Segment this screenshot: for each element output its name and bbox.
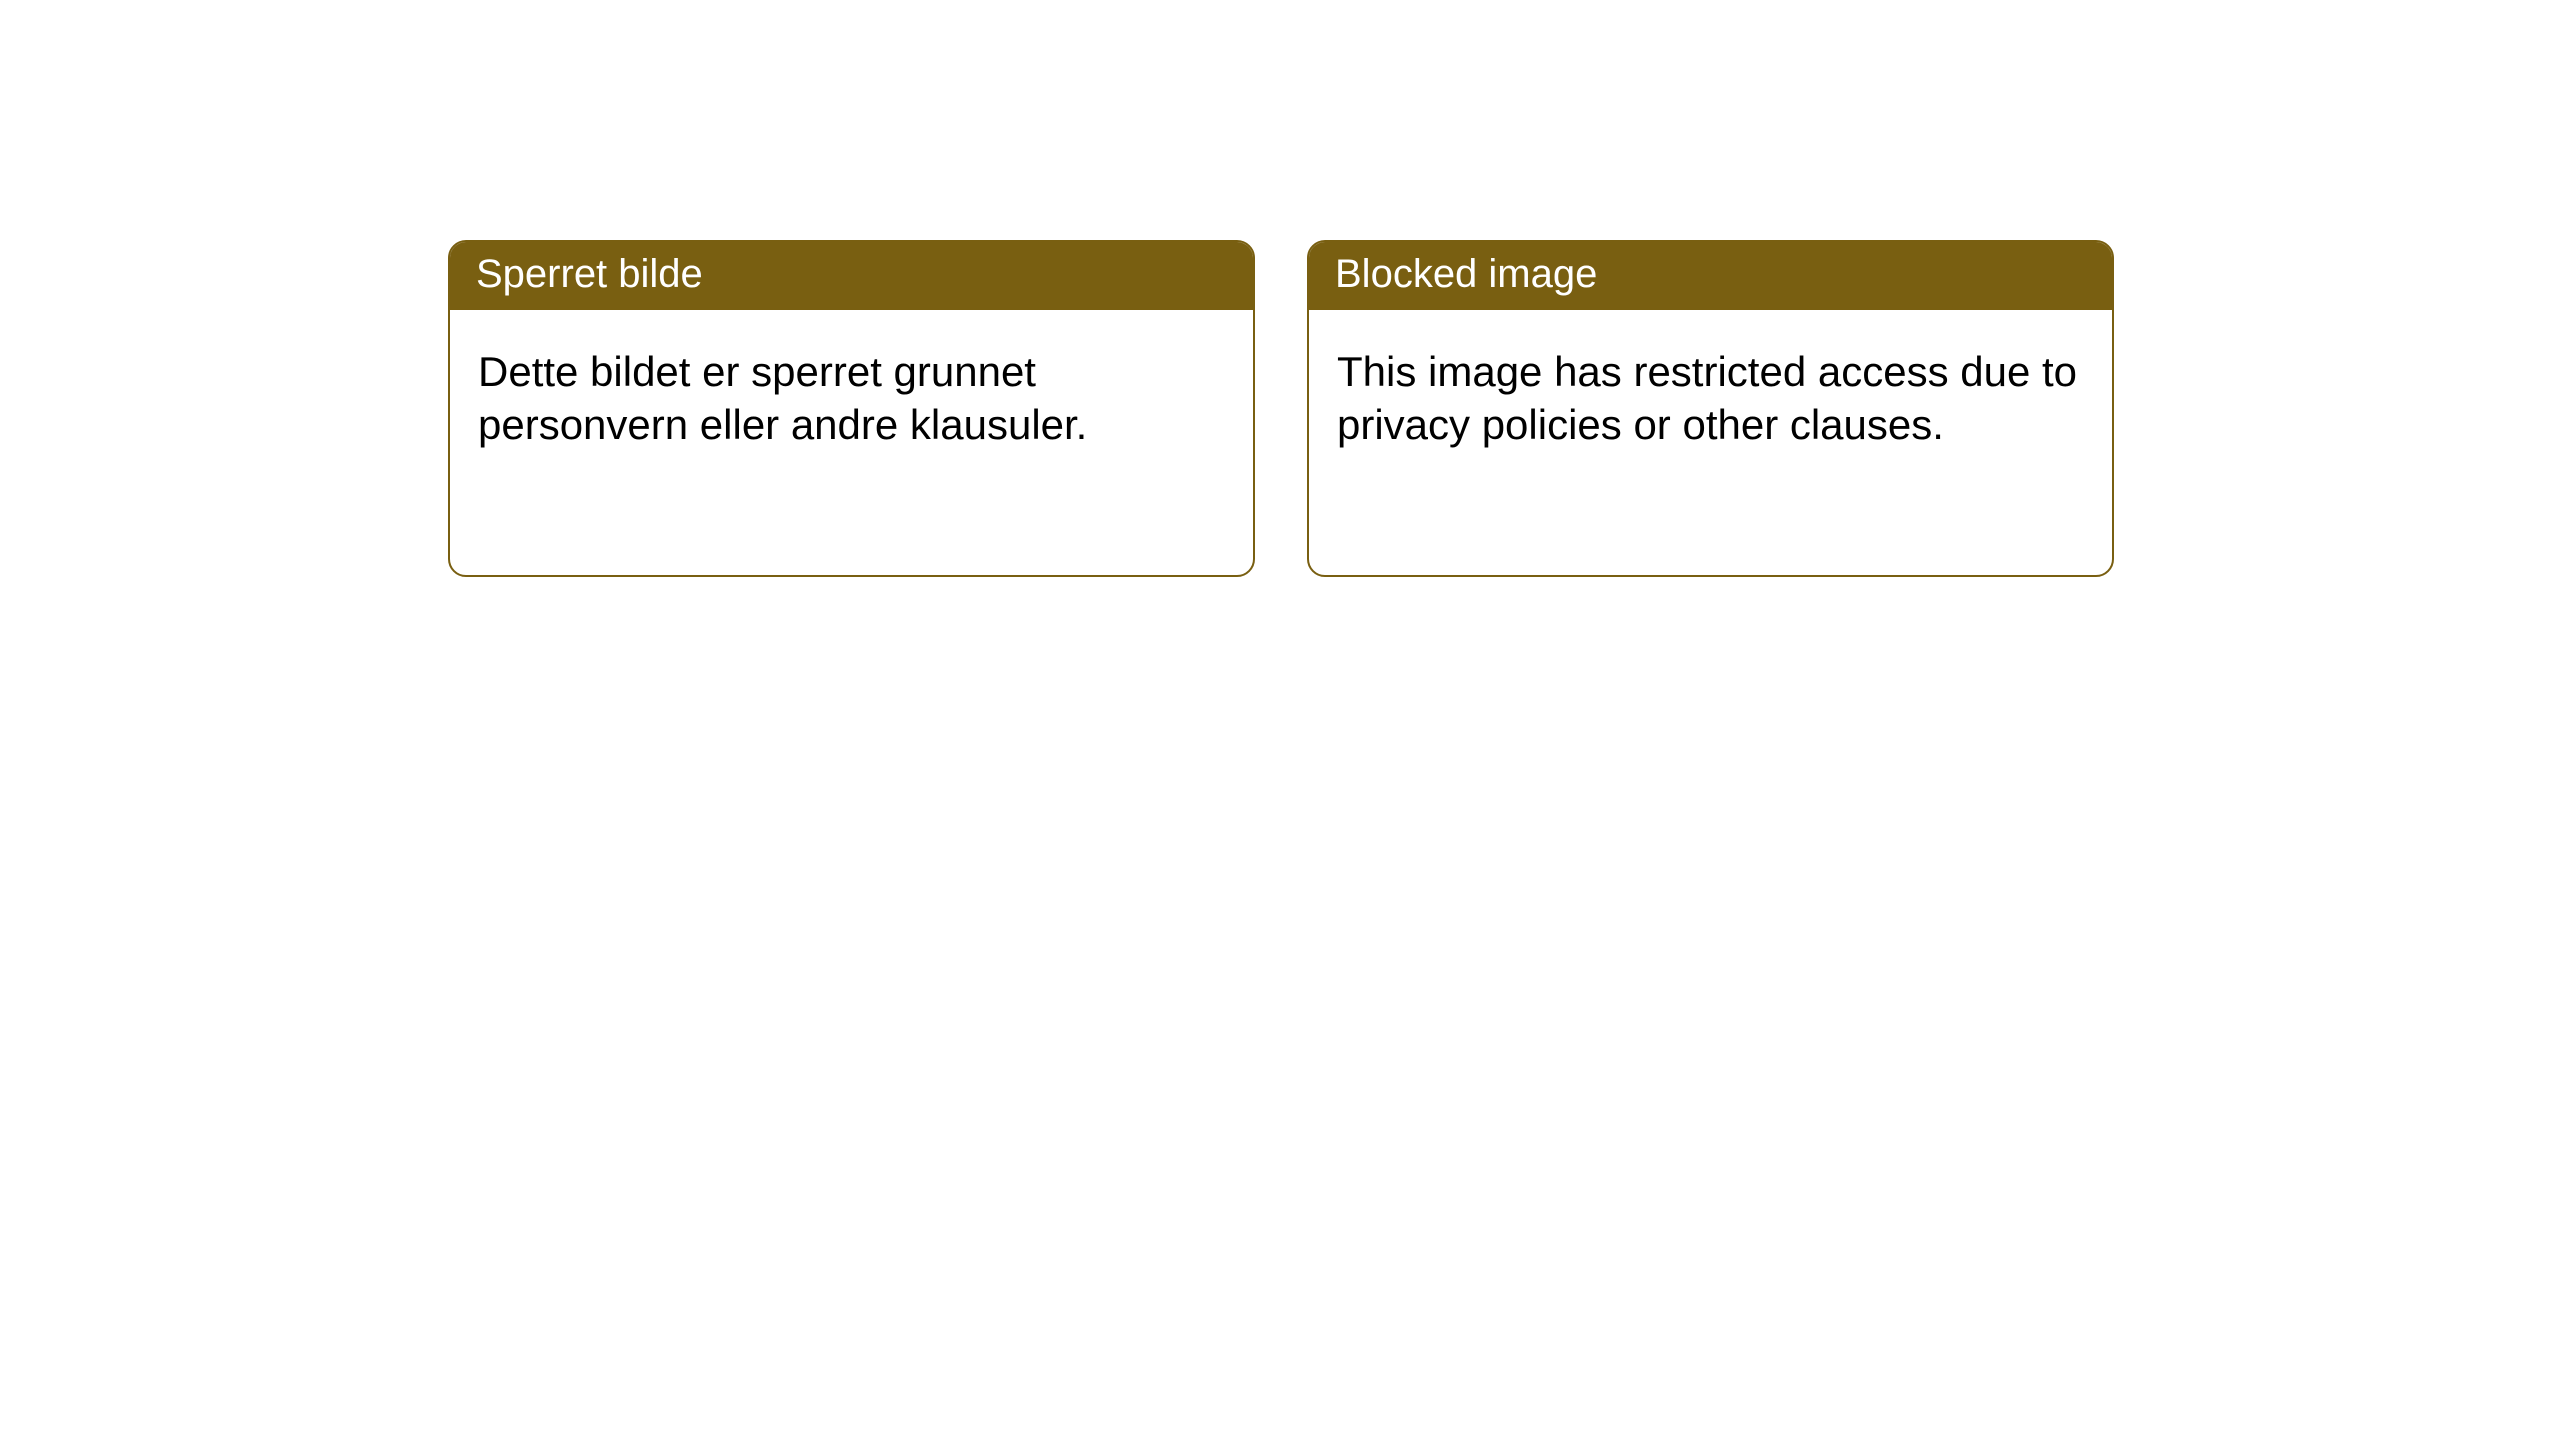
notice-card-body: This image has restricted access due to … bbox=[1309, 310, 2112, 487]
notice-card-title: Blocked image bbox=[1309, 242, 2112, 310]
notice-card-body: Dette bildet er sperret grunnet personve… bbox=[450, 310, 1253, 487]
notice-cards-container: Sperret bilde Dette bildet er sperret gr… bbox=[0, 0, 2560, 577]
notice-card-title: Sperret bilde bbox=[450, 242, 1253, 310]
notice-card-english: Blocked image This image has restricted … bbox=[1307, 240, 2114, 577]
notice-card-norwegian: Sperret bilde Dette bildet er sperret gr… bbox=[448, 240, 1255, 577]
